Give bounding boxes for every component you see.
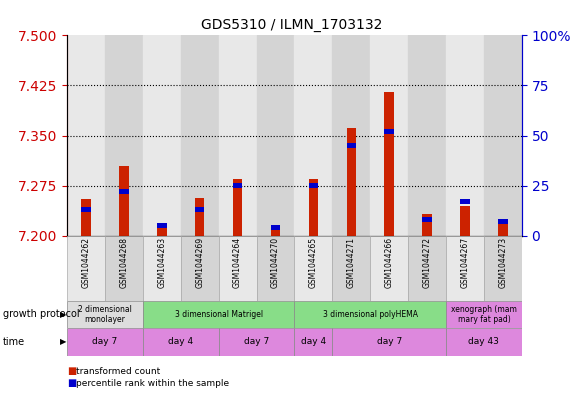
Bar [105,236,143,301]
Bar [181,236,219,301]
Bar [446,301,522,328]
Bar [408,35,446,236]
Bar [233,183,243,188]
Bar [446,236,484,301]
Text: GSM1044264: GSM1044264 [233,237,242,288]
Bar [67,35,105,236]
Text: GSM1044272: GSM1044272 [423,237,431,288]
Bar [346,128,356,236]
Bar [143,301,294,328]
Text: GSM1044268: GSM1044268 [120,237,128,288]
Text: GSM1044265: GSM1044265 [309,237,318,288]
Bar [233,179,243,236]
Text: ■: ■ [67,366,76,376]
Text: day 43: day 43 [469,338,499,346]
Bar [384,92,394,236]
Bar [181,35,219,236]
Text: growth protocol: growth protocol [3,309,79,320]
Bar [219,35,257,236]
Bar [498,224,508,236]
Bar [294,35,332,236]
Text: GSM1044266: GSM1044266 [385,237,394,288]
Bar [67,301,143,328]
Text: day 4: day 4 [301,338,326,346]
Text: day 7: day 7 [377,338,402,346]
Bar [460,206,470,236]
Bar [498,219,508,224]
Bar [460,199,470,204]
Text: percentile rank within the sample: percentile rank within the sample [76,379,229,387]
Text: GSM1044267: GSM1044267 [461,237,469,288]
Text: ■: ■ [67,378,76,388]
Bar [143,35,181,236]
Bar [81,199,91,236]
Bar [370,35,408,236]
Bar [332,328,446,356]
Text: 3 dimensional polyHEMA: 3 dimensional polyHEMA [323,310,417,319]
Bar [422,215,432,236]
Bar [370,236,408,301]
Bar [332,236,370,301]
Text: transformed count: transformed count [76,367,160,376]
Bar [308,183,318,188]
Bar [446,35,484,236]
Text: time: time [3,337,25,347]
Bar [143,236,181,301]
Bar [257,35,294,236]
Bar [157,223,167,228]
Bar [384,129,394,134]
Bar [271,226,280,236]
Bar [119,166,129,236]
Bar [484,35,522,236]
Text: ▶: ▶ [59,338,66,346]
Bar [143,328,219,356]
Bar [219,328,294,356]
Bar [105,35,143,236]
Text: GSM1044269: GSM1044269 [195,237,204,288]
Bar [408,236,446,301]
Text: GSM1044271: GSM1044271 [347,237,356,288]
Bar [484,236,522,301]
Bar [219,236,257,301]
Text: GSM1044270: GSM1044270 [271,237,280,288]
Bar [422,217,432,222]
Bar [81,207,91,213]
Bar [294,236,332,301]
Bar [195,207,205,213]
Bar [446,328,522,356]
Text: ▶: ▶ [59,310,66,319]
Bar [67,328,143,356]
Text: day 7: day 7 [92,338,118,346]
Bar [119,189,129,195]
Text: GSM1044263: GSM1044263 [157,237,166,288]
Bar [67,236,105,301]
Text: 3 dimensional Matrigel: 3 dimensional Matrigel [174,310,263,319]
Text: 2 dimensional
monolayer: 2 dimensional monolayer [78,305,132,324]
Text: GSM1044273: GSM1044273 [498,237,507,288]
Text: day 7: day 7 [244,338,269,346]
Bar [157,226,167,236]
Bar [257,236,294,301]
Bar [294,328,332,356]
Bar [271,225,280,230]
Bar [195,198,205,236]
Text: GSM1044262: GSM1044262 [82,237,90,288]
Text: GDS5310 / ILMN_1703132: GDS5310 / ILMN_1703132 [201,18,382,32]
Bar [346,143,356,148]
Text: day 4: day 4 [168,338,194,346]
Bar [332,35,370,236]
Bar [294,301,446,328]
Bar [308,179,318,236]
Text: xenograph (mam
mary fat pad): xenograph (mam mary fat pad) [451,305,517,324]
